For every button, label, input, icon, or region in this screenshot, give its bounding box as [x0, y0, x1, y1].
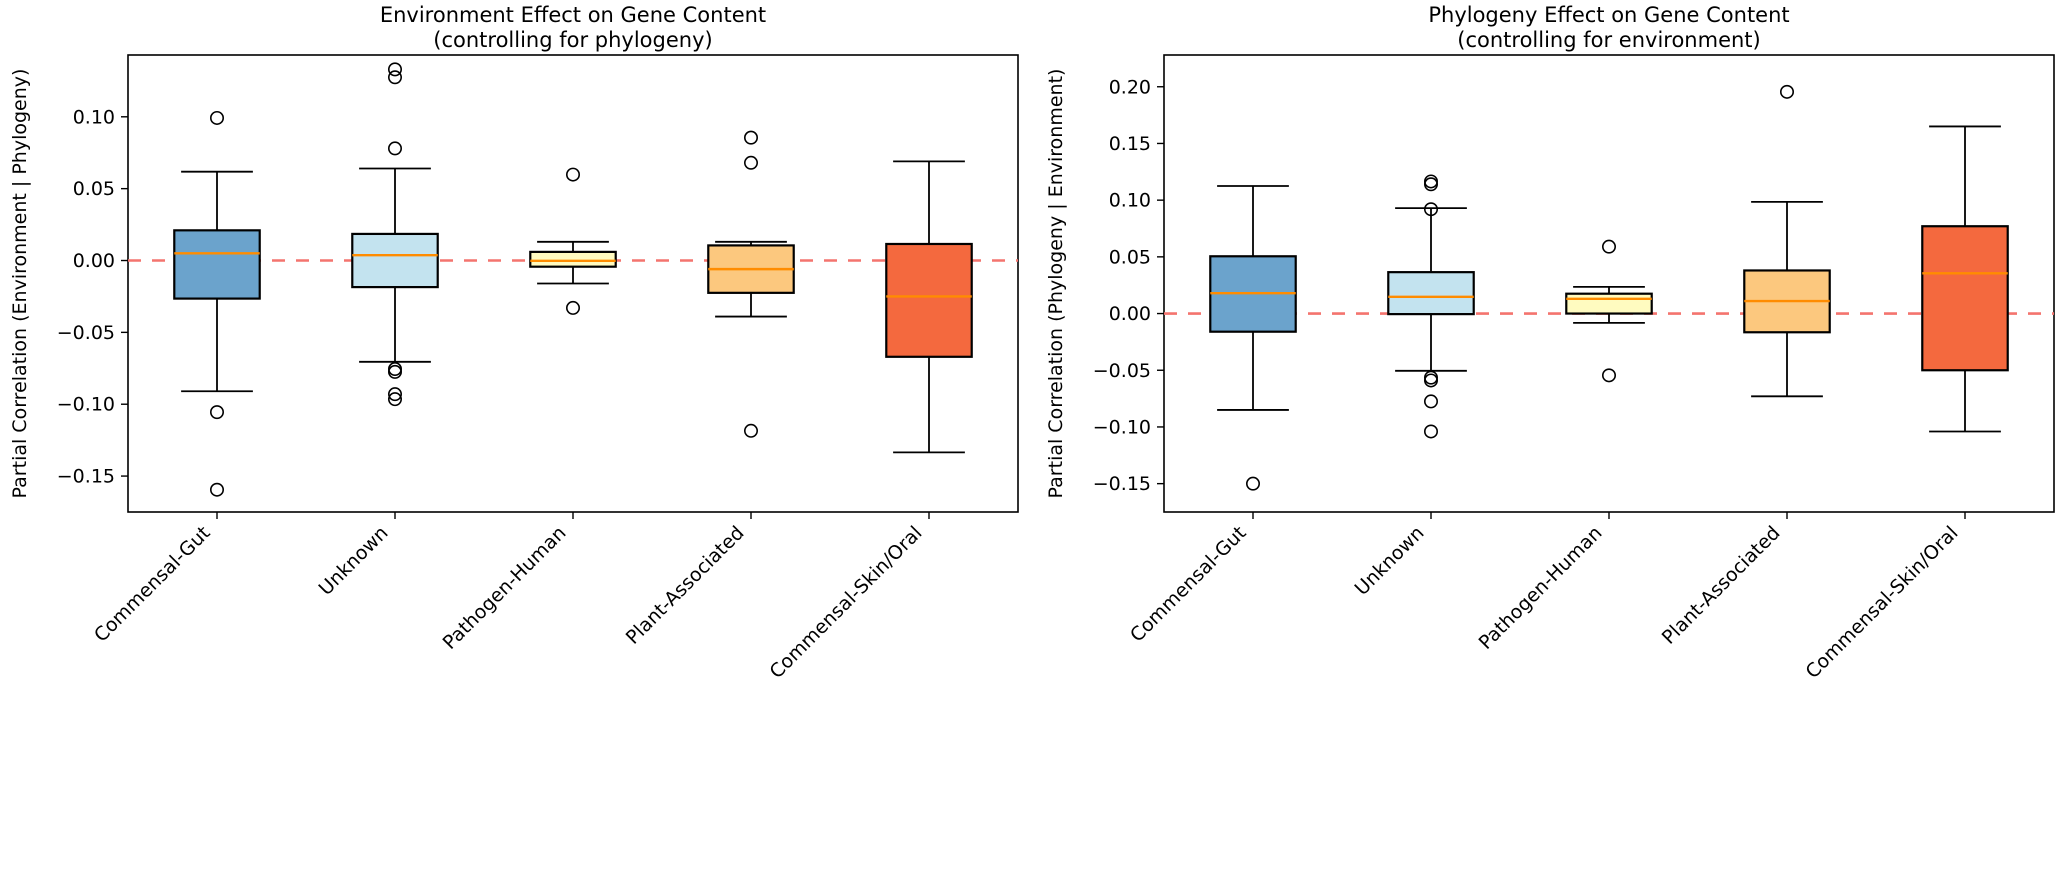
outlier-point: [210, 482, 225, 497]
outlier-point: [565, 300, 580, 315]
boxplot-pathogen-human[interactable]: [529, 167, 617, 315]
plot-svg: Environment Effect on Gene Content(contr…: [9, 3, 1019, 683]
boxplot-plant-associated[interactable]: [1743, 84, 1831, 398]
outlier-point: [387, 364, 402, 379]
outlier-point: [1601, 239, 1616, 254]
x-tick-label: Plant-Associated: [1658, 522, 1785, 649]
x-tick-label: Commensal-Skin/Oral: [765, 522, 926, 683]
boxplot-commensal-skin-oral[interactable]: [885, 160, 973, 454]
x-tick-label: Commensal-Skin/Oral: [1801, 522, 1962, 683]
x-tick-label: Commensal-Gut: [1126, 522, 1251, 647]
outlier-point: [210, 405, 225, 420]
panel-title-line2: (controlling for environment): [1457, 28, 1760, 52]
x-tick-label: Unknown: [315, 522, 393, 600]
outlier-point: [1423, 370, 1438, 385]
outlier-point: [387, 70, 402, 85]
boxplot-commensal-skin-oral[interactable]: [1921, 125, 2009, 433]
outlier-point: [387, 362, 402, 377]
boxplot-commensal-gut[interactable]: [1209, 185, 1297, 491]
boxplot-plant-associated[interactable]: [707, 130, 795, 438]
panel-title-line2: (controlling for phylogeny): [433, 28, 712, 52]
y-tick-label: 0.05: [1109, 246, 1151, 268]
plot-svg: Phylogeny Effect on Gene Content(control…: [1045, 3, 2055, 683]
outlier-point: [1246, 476, 1261, 491]
outlier-point: [1423, 373, 1438, 388]
x-tick-label: Pathogen-Human: [439, 522, 571, 654]
panel-title-line1: Environment Effect on Gene Content: [380, 3, 766, 27]
outlier-point: [1601, 368, 1616, 383]
boxplot-pathogen-human[interactable]: [1565, 239, 1653, 383]
y-axis-label: Partial Correlation (Environment | Phylo…: [9, 69, 31, 499]
outlier-point: [565, 167, 580, 182]
boxplot-unknown[interactable]: [351, 62, 439, 407]
outlier-point: [1423, 174, 1438, 189]
box-iqr[interactable]: [529, 250, 617, 268]
box-iqr[interactable]: [1565, 292, 1653, 315]
y-axis-label: Partial Correlation (Phylogeny | Environ…: [1045, 69, 1067, 499]
boxplot-commensal-gut[interactable]: [173, 110, 261, 497]
panel-title-line1: Phylogeny Effect on Gene Content: [1428, 3, 1789, 27]
x-tick-label: Plant-Associated: [622, 522, 749, 649]
box-iqr[interactable]: [351, 232, 439, 289]
y-tick-label: 0.05: [73, 178, 115, 200]
outlier-point: [1423, 177, 1438, 192]
y-tick-label: 0.20: [1109, 76, 1151, 98]
box-iqr[interactable]: [173, 229, 261, 300]
outlier-point: [743, 423, 758, 438]
box-iqr[interactable]: [885, 242, 973, 358]
outlier-point: [1423, 424, 1438, 439]
y-tick-label: −0.10: [1093, 416, 1151, 438]
y-tick-label: −0.05: [57, 322, 115, 344]
panel-phylogeny-effect: Phylogeny Effect on Gene Content (control…: [1036, 0, 2071, 879]
outlier-point: [387, 392, 402, 407]
y-tick-label: −0.05: [1093, 360, 1151, 382]
outlier-point: [1779, 84, 1794, 99]
y-tick-label: 0.10: [1109, 190, 1151, 212]
outlier-point: [387, 62, 402, 77]
y-tick-label: −0.10: [57, 394, 115, 416]
panel-environment-effect: Environment Effect on Gene Content (contr…: [0, 0, 1035, 879]
outlier-point: [743, 130, 758, 145]
outlier-point: [387, 141, 402, 156]
y-tick-label: 0.00: [1109, 303, 1151, 325]
x-tick-label: Pathogen-Human: [1475, 522, 1607, 654]
y-tick-label: −0.15: [57, 466, 115, 488]
outlier-point: [743, 155, 758, 170]
plot-frame: [1163, 54, 2055, 513]
y-tick-label: 0.00: [73, 250, 115, 272]
boxplot-unknown[interactable]: [1387, 174, 1475, 439]
y-tick-label: 0.15: [1109, 133, 1151, 155]
box-iqr[interactable]: [1387, 271, 1475, 316]
y-tick-label: −0.15: [1093, 473, 1151, 495]
x-tick-label: Unknown: [1351, 522, 1429, 600]
y-tick-label: 0.10: [73, 106, 115, 128]
outlier-point: [387, 387, 402, 402]
outlier-point: [1423, 394, 1438, 409]
outlier-point: [1423, 202, 1438, 217]
outlier-point: [210, 110, 225, 125]
box-iqr[interactable]: [1921, 225, 2009, 372]
x-tick-label: Commensal-Gut: [90, 522, 215, 647]
